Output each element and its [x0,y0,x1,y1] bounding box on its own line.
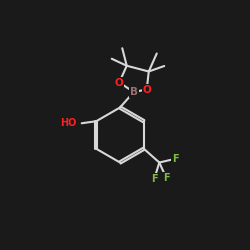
Text: O: O [142,84,151,94]
Text: F: F [172,154,179,164]
Text: F: F [151,174,158,184]
Text: B: B [130,87,138,97]
Text: O: O [115,78,124,88]
Text: HO: HO [60,118,76,128]
Text: F: F [163,173,170,183]
